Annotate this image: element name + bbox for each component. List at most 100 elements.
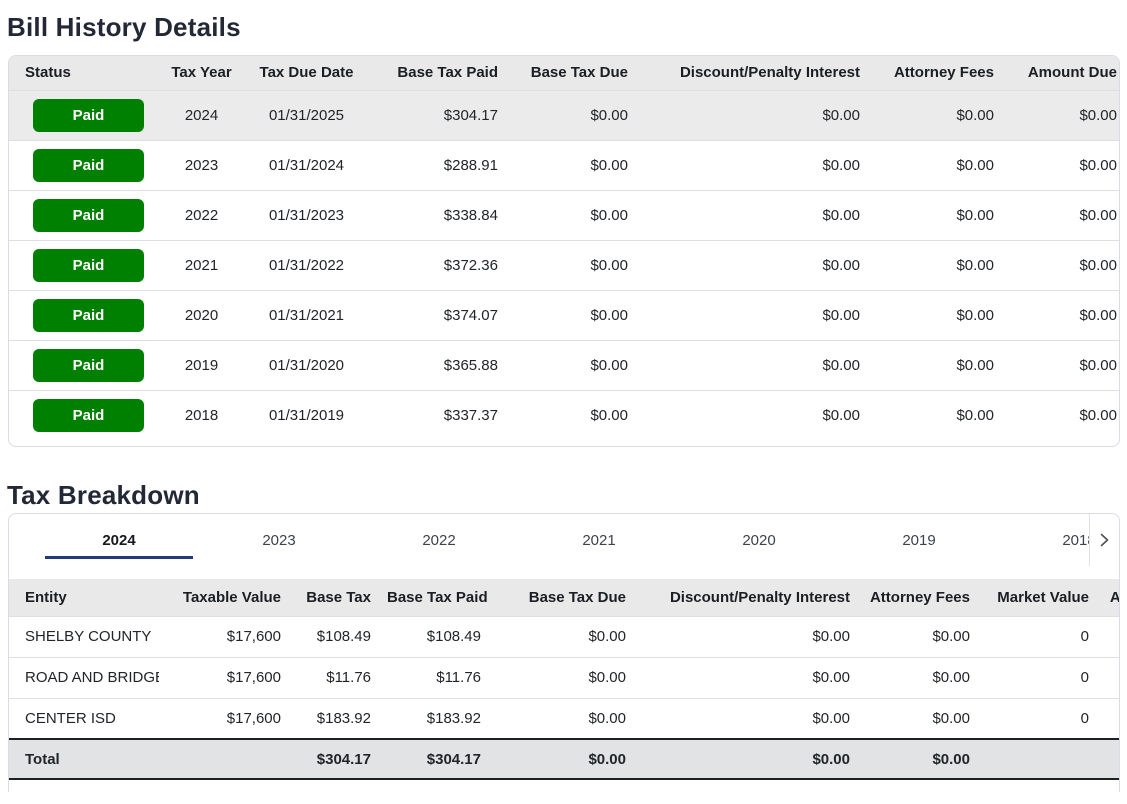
- status-cell: Paid: [9, 139, 159, 190]
- tab-table-gap: [9, 566, 1119, 579]
- discount-penalty-cell: $0.00: [636, 239, 868, 290]
- status-cell: Paid: [9, 189, 159, 240]
- status-badge-paid[interactable]: Paid: [33, 398, 144, 432]
- base-tax-cell: $108.49: [289, 615, 379, 657]
- taxable-value-cell: $17,600: [159, 697, 289, 739]
- col-amount-due: Amount Due: [1002, 56, 1119, 90]
- bill-history-header-row: Status Tax Year Tax Due Date Base Tax Pa…: [9, 56, 1119, 90]
- amount-due-cell: $0.00: [1002, 389, 1119, 440]
- status-badge-paid[interactable]: Paid: [33, 298, 144, 332]
- discount-penalty-cell: $0.00: [636, 389, 868, 440]
- tax-year-cell: 2022: [159, 189, 244, 240]
- total-taxable-value-cell: [159, 738, 289, 780]
- tab-2020[interactable]: 2020: [742, 531, 776, 549]
- total-discount-penalty-cell: $0.00: [634, 738, 858, 780]
- discount-penalty-cell: $0.00: [636, 339, 868, 390]
- base-tax-cell: $11.76: [289, 656, 379, 698]
- breakdown-row-road-and-bridge: ROAD AND BRIDGE $17,600 $11.76 $11.76 $0…: [9, 656, 1119, 698]
- bill-history-title: Bill History Details: [7, 12, 241, 42]
- tax-year-cell: 2024: [159, 89, 244, 140]
- status-cell: Paid: [9, 339, 159, 390]
- col-discount-penalty-interest: Discount/Penalty Interest: [634, 579, 858, 616]
- status-badge-paid[interactable]: Paid: [33, 148, 144, 182]
- tab-2024[interactable]: 2024: [39, 514, 199, 566]
- base-tax-due-cell: $0.00: [489, 656, 634, 698]
- tab-2019[interactable]: 2019: [902, 531, 936, 549]
- amount-due-cell: $0.00: [1002, 289, 1119, 340]
- market-value-cell: 0: [978, 656, 1097, 698]
- tax-year-cell: 2023: [159, 139, 244, 190]
- entity-cell: SHELBY COUNTY: [9, 615, 159, 657]
- amount-due-cell: [1097, 615, 1119, 657]
- base-tax-due-cell: $0.00: [506, 189, 636, 240]
- base-tax-due-cell: $0.00: [506, 89, 636, 140]
- base-tax-paid-cell: $11.76: [379, 656, 489, 698]
- bill-row-2019: Paid 2019 01/31/2020 $365.88 $0.00 $0.00…: [9, 339, 1119, 390]
- base-tax-cell: $183.92: [289, 697, 379, 739]
- base-tax-paid-cell: $365.88: [369, 339, 506, 390]
- col-amount-due: Amount Due: [1097, 579, 1119, 616]
- status-cell: Paid: [9, 389, 159, 440]
- discount-penalty-cell: $0.00: [634, 697, 858, 739]
- total-attorney-fees-cell: $0.00: [858, 738, 978, 780]
- status-badge-paid[interactable]: Paid: [33, 248, 144, 282]
- attorney-fees-cell: $0.00: [868, 339, 1002, 390]
- entity-cell: CENTER ISD: [9, 697, 159, 739]
- base-tax-due-cell: $0.00: [506, 389, 636, 440]
- breakdown-total-row: Total $304.17 $304.17 $0.00 $0.00 $0.00: [9, 738, 1119, 780]
- base-tax-paid-cell: $288.91: [369, 139, 506, 190]
- total-market-value-cell: [978, 738, 1097, 780]
- tab-2018[interactable]: 2018: [1062, 531, 1096, 549]
- status-badge-paid[interactable]: Paid: [33, 98, 144, 132]
- col-tax-due-date: Tax Due Date: [244, 56, 369, 90]
- bill-row-2023: Paid 2023 01/31/2024 $288.91 $0.00 $0.00…: [9, 139, 1119, 190]
- status-badge-paid[interactable]: Paid: [33, 348, 144, 382]
- discount-penalty-cell: $0.00: [636, 139, 868, 190]
- base-tax-due-cell: $0.00: [489, 697, 634, 739]
- breakdown-row-shelby-county: SHELBY COUNTY $17,600 $108.49 $108.49 $0…: [9, 615, 1119, 657]
- col-base-tax: Base Tax: [289, 579, 379, 616]
- tax-due-date-cell: 01/31/2023: [244, 189, 369, 240]
- attorney-fees-cell: $0.00: [858, 697, 978, 739]
- tab-2022[interactable]: 2022: [422, 531, 456, 549]
- attorney-fees-cell: $0.00: [868, 89, 1002, 140]
- base-tax-due-cell: $0.00: [506, 339, 636, 390]
- attorney-fees-cell: $0.00: [868, 189, 1002, 240]
- tax-year-cell: 2021: [159, 239, 244, 290]
- tax-breakdown-title: Tax Breakdown: [7, 480, 200, 510]
- tax-due-date-cell: 01/31/2019: [244, 389, 369, 440]
- amount-due-cell: $0.00: [1002, 189, 1119, 240]
- base-tax-due-cell: $0.00: [489, 615, 634, 657]
- total-base-tax-due-cell: $0.00: [489, 738, 634, 780]
- status-badge-paid[interactable]: Paid: [33, 198, 144, 232]
- amount-due-cell: [1097, 656, 1119, 698]
- col-attorney-fees: Attorney Fees: [858, 579, 978, 616]
- chevron-right-icon: [1100, 533, 1109, 547]
- market-value-cell: 0: [978, 697, 1097, 739]
- tab-scroll-next-button[interactable]: [1089, 514, 1119, 566]
- attorney-fees-cell: $0.00: [868, 289, 1002, 340]
- base-tax-due-cell: $0.00: [506, 289, 636, 340]
- col-attorney-fees: Attorney Fees: [868, 56, 1002, 90]
- taxable-value-cell: $17,600: [159, 656, 289, 698]
- base-tax-paid-cell: $304.17: [369, 89, 506, 140]
- bill-row-2018: Paid 2018 01/31/2019 $337.37 $0.00 $0.00…: [9, 389, 1119, 440]
- discount-penalty-cell: $0.00: [634, 656, 858, 698]
- amount-due-cell: $0.00: [1002, 239, 1119, 290]
- attorney-fees-cell: $0.00: [858, 615, 978, 657]
- tab-2023[interactable]: 2023: [262, 531, 296, 549]
- year-tab-bar: 2024 2023 2022 2021 2020 2019 2018: [9, 514, 1119, 566]
- base-tax-due-cell: $0.00: [506, 139, 636, 190]
- col-base-tax-paid: Base Tax Paid: [369, 56, 506, 90]
- tax-year-cell: 2019: [159, 339, 244, 390]
- total-label-cell: Total: [9, 738, 159, 780]
- breakdown-header-row: Entity Taxable Value Base Tax Base Tax P…: [9, 579, 1119, 616]
- base-tax-paid-cell: $183.92: [379, 697, 489, 739]
- base-tax-paid-cell: $374.07: [369, 289, 506, 340]
- breakdown-row-center-isd: CENTER ISD $17,600 $183.92 $183.92 $0.00…: [9, 697, 1119, 739]
- tab-2021[interactable]: 2021: [582, 531, 616, 549]
- col-market-value: Market Value: [978, 579, 1097, 616]
- base-tax-due-cell: $0.00: [506, 239, 636, 290]
- tax-due-date-cell: 01/31/2020: [244, 339, 369, 390]
- attorney-fees-cell: $0.00: [858, 656, 978, 698]
